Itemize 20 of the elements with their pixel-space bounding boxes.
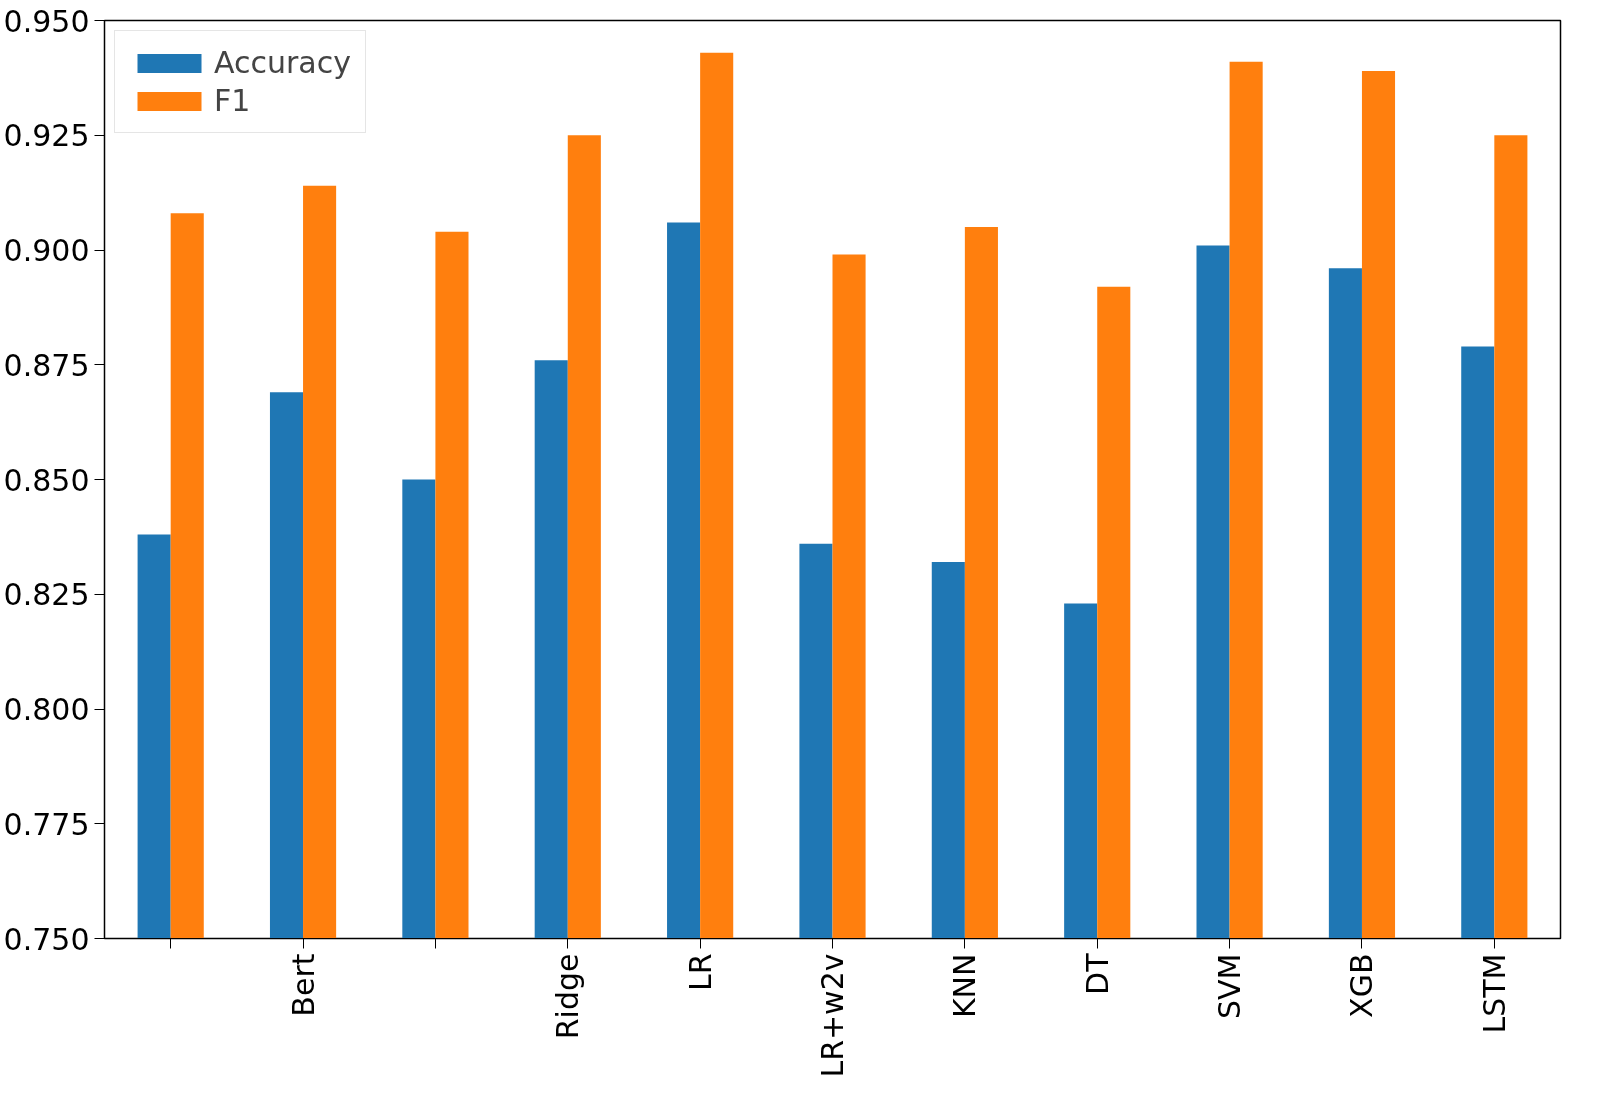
x-tick-label: LSTM [1476,953,1512,1034]
y-tick-label: 0.950 [3,3,90,39]
x-tick-label: DT [1079,952,1115,995]
x-tick-label: SVM [1212,953,1248,1019]
y-tick-label: 0.850 [3,462,90,498]
legend-label: Accuracy [214,45,351,80]
x-tick-label: LR [682,953,718,992]
x-tick-label: LR+w2v [815,953,850,1078]
y-tick-label: 0.800 [3,692,90,727]
y-tick-label: 0.875 [3,347,90,383]
y-tick-label: 0.900 [3,233,90,268]
x-tick-label: Bert [285,953,321,1017]
y-tick-label: 0.825 [3,577,90,613]
legend-label: F1 [214,83,251,118]
y-tick-label: 0.775 [3,806,90,842]
x-tick-label: KNN [947,953,983,1019]
x-tick-label: Ridge [550,953,586,1040]
x-tick-label: XGB [1344,953,1380,1018]
y-tick-label: 0.925 [3,118,90,154]
y-tick-label: 0.750 [3,921,90,957]
